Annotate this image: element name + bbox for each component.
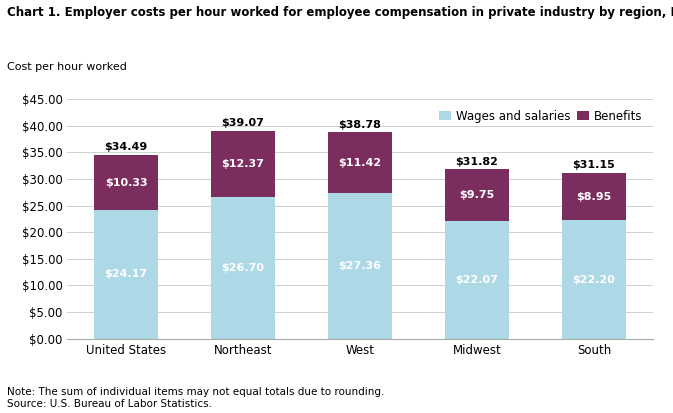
Text: $24.17: $24.17 xyxy=(104,269,147,279)
Text: $31.15: $31.15 xyxy=(573,160,615,170)
Text: Cost per hour worked: Cost per hour worked xyxy=(7,62,127,72)
Text: $9.75: $9.75 xyxy=(460,190,495,200)
Text: $38.78: $38.78 xyxy=(339,120,382,130)
Bar xyxy=(445,221,509,339)
Text: $11.42: $11.42 xyxy=(339,158,382,168)
Text: $39.07: $39.07 xyxy=(221,118,264,128)
Text: Chart 1. Employer costs per hour worked for employee compensation in private ind: Chart 1. Employer costs per hour worked … xyxy=(7,6,673,19)
Bar xyxy=(562,221,626,339)
Legend: Wages and salaries, Benefits: Wages and salaries, Benefits xyxy=(434,105,647,128)
Text: $31.82: $31.82 xyxy=(456,157,499,166)
Bar xyxy=(211,131,275,197)
Bar xyxy=(562,173,626,221)
Text: $22.20: $22.20 xyxy=(573,275,616,285)
Text: $27.36: $27.36 xyxy=(339,261,382,271)
Bar xyxy=(211,197,275,339)
Bar xyxy=(445,169,509,221)
Text: $10.33: $10.33 xyxy=(105,178,147,188)
Bar xyxy=(94,155,158,210)
Bar xyxy=(328,132,392,193)
Text: $12.37: $12.37 xyxy=(221,159,264,169)
Bar xyxy=(328,193,392,339)
Text: $22.07: $22.07 xyxy=(456,275,499,285)
Text: $26.70: $26.70 xyxy=(221,263,264,273)
Text: $8.95: $8.95 xyxy=(576,192,612,202)
Bar xyxy=(94,210,158,339)
Text: $34.49: $34.49 xyxy=(104,142,147,152)
Text: Note: The sum of individual items may not equal totals due to rounding.
Source: : Note: The sum of individual items may no… xyxy=(7,387,384,409)
